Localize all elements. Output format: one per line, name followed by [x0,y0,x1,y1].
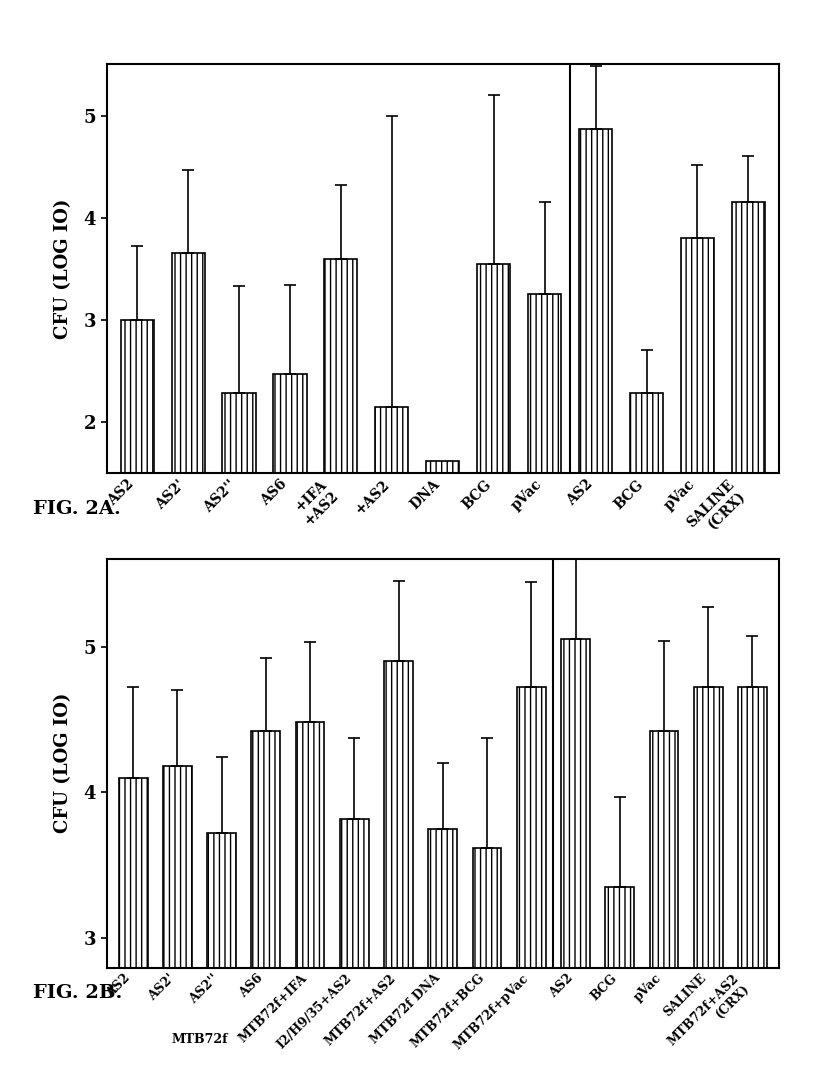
Bar [737,687,766,1075]
Bar [693,687,722,1075]
Bar [119,778,147,1075]
Bar [477,263,509,626]
Bar [516,687,545,1075]
Bar [207,833,236,1075]
Bar [171,254,205,626]
Text: FIG. 2A.: FIG. 2A. [33,500,120,518]
Y-axis label: CFU (LOG IO): CFU (LOG IO) [54,199,72,339]
Text: MTB72f: MTB72f [171,1033,228,1046]
Bar [340,819,369,1075]
Bar [604,887,633,1075]
Bar [375,406,408,626]
Bar [251,731,280,1075]
Y-axis label: CFU (LOG IO): CFU (LOG IO) [54,693,72,833]
Bar [296,722,324,1075]
Bar [527,295,560,626]
Bar [472,848,500,1075]
Bar [222,393,256,626]
Bar [649,731,677,1075]
Bar [731,202,764,626]
Text: FIG. 2B.: FIG. 2B. [33,984,122,1002]
Bar [426,461,459,626]
Bar [324,258,357,626]
Bar [629,393,663,626]
Bar [384,661,413,1075]
Bar [120,319,153,626]
Bar [680,238,713,626]
Bar [578,129,612,626]
Bar [163,766,192,1075]
Bar [428,829,457,1075]
Bar [560,640,589,1075]
Bar [273,374,306,626]
